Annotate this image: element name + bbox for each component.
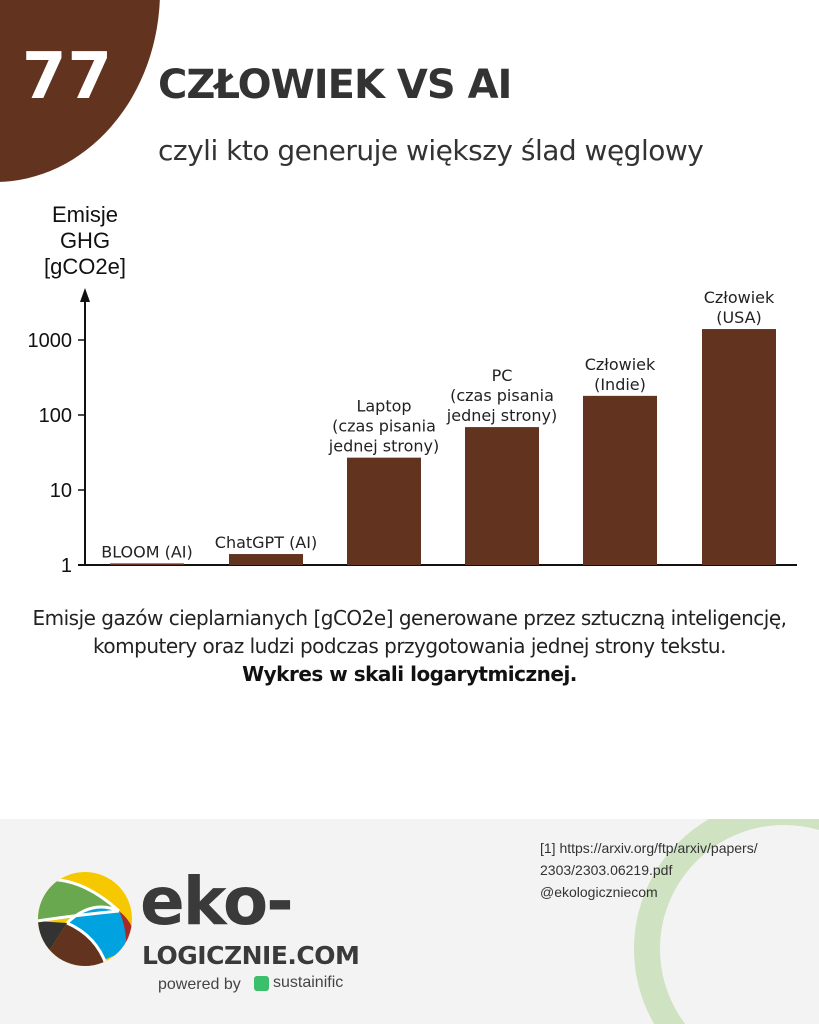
y-axis-label-line: GHG: [59, 228, 111, 253]
bar-label: (Indie): [594, 375, 646, 394]
logo-wordmark-bottom: LOGICZNIE.COM: [142, 941, 360, 970]
bar: [347, 457, 421, 565]
logo-globe-icon: [38, 872, 132, 966]
leaf-icon: [254, 975, 269, 991]
y-axis-label-line: Emisje: [51, 202, 118, 227]
powered-by-label: powered by: [158, 976, 241, 993]
bar: [465, 427, 539, 565]
logo-wordmark-top: eko-: [140, 863, 294, 940]
caption-bold-note: Wykres w skali logarytmicznej.: [242, 662, 577, 686]
y-axis-label: Emisje GHG [gCO2e]: [30, 202, 140, 280]
bar-label: (czas pisania: [450, 386, 554, 405]
bar-label: (USA): [716, 308, 762, 327]
y-tick-label: 1000: [28, 330, 73, 352]
reference-link[interactable]: [1] https://arxiv.org/ftp/arxiv/papers/: [540, 840, 758, 856]
bar-label: jednej strony): [446, 406, 557, 425]
chart-caption: Emisje gazów cieplarnianych [gCO2e] gene…: [20, 604, 799, 688]
bar-label: Człowiek: [585, 355, 656, 374]
bar-label: jednej strony): [328, 437, 439, 456]
bar-label: Laptop: [356, 397, 411, 416]
partner-name: sustainific: [273, 974, 344, 991]
reference-link-cont[interactable]: 2303/2303.06219.pdf: [540, 862, 673, 878]
footer: [1] https://arxiv.org/ftp/arxiv/papers/ …: [0, 819, 819, 1024]
y-tick-label: 1: [61, 555, 72, 577]
caption-text: Emisje gazów cieplarnianych [gCO2e] gene…: [32, 606, 787, 658]
social-handle: @ekologiczniecom: [540, 884, 658, 900]
reference-block: [1] https://arxiv.org/ftp/arxiv/papers/ …: [540, 837, 758, 903]
bars: BLOOM (AI) ChatGPT (AI)Laptop(czas pisani…: [101, 288, 776, 565]
bar: [583, 395, 657, 565]
bar-label: PC: [492, 366, 513, 385]
episode-number: 77: [22, 40, 114, 114]
y-axis-arrow-icon: [80, 288, 90, 302]
bar-label: Człowiek: [704, 288, 775, 307]
bar-label: ChatGPT (AI): [215, 533, 317, 552]
bar: [702, 329, 776, 565]
bar: [110, 563, 184, 565]
partner-logo: sustainific: [254, 974, 343, 992]
page-title: CZŁOWIEK VS AI: [158, 62, 512, 108]
y-tick-label: 100: [39, 405, 72, 427]
bar: [229, 554, 303, 565]
y-ticks: 1 10 100 1000: [28, 330, 85, 577]
page-subtitle: czyli kto generuje większy ślad węglowy: [158, 134, 704, 167]
bar-label: BLOOM (AI): [101, 542, 193, 561]
y-axis-label-line: [gCO2e]: [44, 254, 126, 279]
y-tick-label: 10: [50, 480, 72, 502]
bar-label: (czas pisania: [332, 417, 436, 436]
